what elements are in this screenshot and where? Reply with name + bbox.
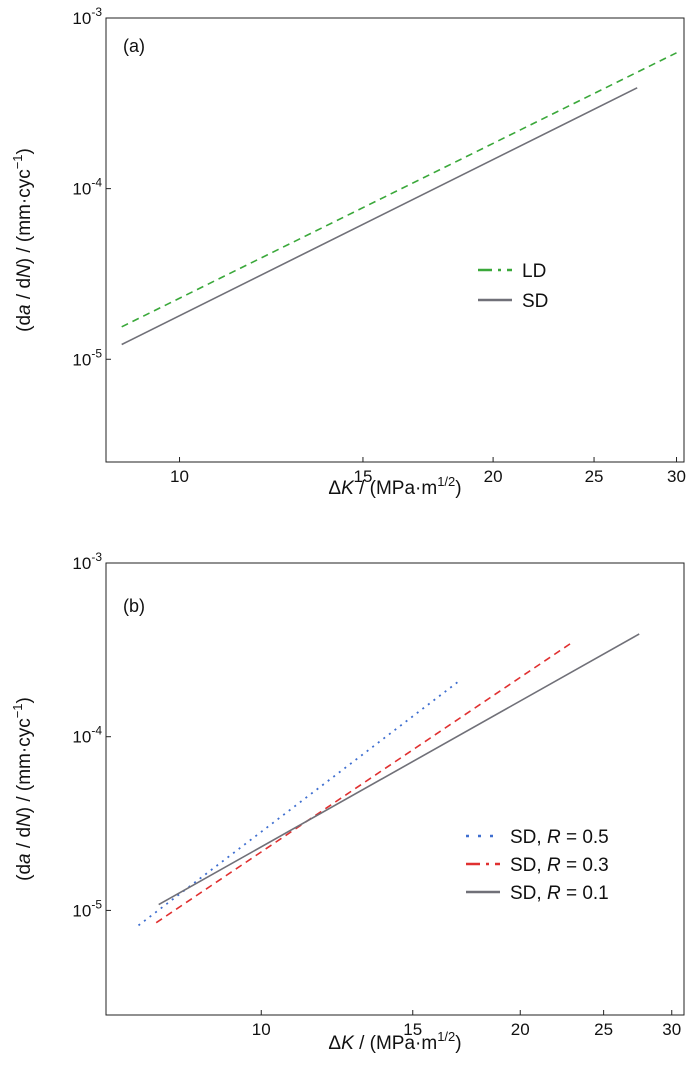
legend-label-1: SD, R = 0.3 xyxy=(510,855,609,876)
plot-frame xyxy=(105,562,685,1016)
y-tick-label: 10-3 xyxy=(72,5,102,28)
x-tick-label: 20 xyxy=(484,467,503,486)
y-axis-label: (da / dN) / (mm·cyc−1) xyxy=(10,697,35,881)
x-tick-label: 25 xyxy=(594,1020,613,1039)
x-axis-label: ΔK / (MPa·m1/2) xyxy=(328,474,461,499)
x-tick-label: 30 xyxy=(662,1020,681,1039)
legend: LD SD xyxy=(478,261,548,312)
x-tick-label: 10 xyxy=(170,467,189,486)
y-tick-label: 10-4 xyxy=(72,724,102,747)
x-tick-label: 15 xyxy=(353,467,372,486)
series-line-0 xyxy=(121,52,677,328)
x-tick-label: 20 xyxy=(511,1020,530,1039)
y-tick-label: 10-5 xyxy=(72,897,102,920)
plot-frame xyxy=(105,17,685,463)
y-tick-label: 10-5 xyxy=(72,346,102,369)
x-tick-label: 25 xyxy=(585,467,604,486)
series-line-1 xyxy=(155,641,573,924)
chart-panel-b: 10 15 20 25 30 10-5 10-4 10-3 ΔK / (MPa·m1/2) (da… xyxy=(10,550,685,1054)
y-axis-label: (da / dN) / (mm·cyc−1) xyxy=(10,148,35,332)
x-axis-label: ΔK / (MPa·m1/2) xyxy=(328,1029,461,1054)
legend-label-0: LD xyxy=(522,261,546,282)
y-tick-label: 10-4 xyxy=(72,176,102,199)
chart-panel-a: 10 15 20 25 30 10-5 10-4 10-3 ΔK / (MPa·m1/2) (da… xyxy=(10,5,686,499)
legend-label-0: SD, R = 0.5 xyxy=(510,827,609,848)
x-tick-label: 30 xyxy=(667,467,686,486)
legend: SD, R = 0.5 SD, R = 0.3 SD, R = 0.1 xyxy=(466,827,609,904)
x-tick-label: 10 xyxy=(252,1020,271,1039)
legend-label-1: SD xyxy=(522,291,548,312)
legend-label-2: SD, R = 0.1 xyxy=(510,883,609,904)
x-tick-label: 15 xyxy=(403,1020,422,1039)
panel-label: (a) xyxy=(123,36,145,56)
y-tick-label: 10-3 xyxy=(72,550,102,573)
series-line-0 xyxy=(137,679,461,927)
series-line-1 xyxy=(121,87,638,346)
series-line-2 xyxy=(158,633,640,906)
panel-label: (b) xyxy=(123,596,145,616)
